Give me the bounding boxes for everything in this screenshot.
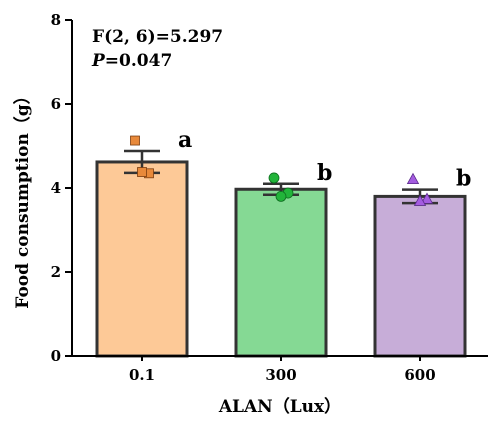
significance-letter-0.1: a <box>178 127 192 153</box>
y-tick-label-4: 4 <box>51 179 61 197</box>
data-point-600-2 <box>420 192 434 204</box>
data-point-0.1-3 <box>137 167 147 177</box>
y-tick-label-6: 6 <box>51 95 61 113</box>
x-tick-label-0.1: 0.1 <box>129 366 155 384</box>
y-ticks-layer: 0 2 4 6 8 <box>51 11 72 365</box>
y-tick-label-8: 8 <box>51 11 61 29</box>
p-value-letter: P <box>91 51 106 71</box>
data-point-0.1-1 <box>130 135 140 146</box>
significance-letter-300: b <box>317 160 332 186</box>
y-axis-title: Food consumption（g） <box>12 87 33 308</box>
points-layer <box>130 135 434 206</box>
y-tick-label-0: 0 <box>51 347 61 365</box>
bar-0.1 <box>95 160 189 358</box>
significance-letter-600: b <box>456 166 471 192</box>
f-statistic-label: F(2, 6)=5.297 <box>92 27 223 47</box>
data-point-300-1 <box>268 172 280 184</box>
x-tick-label-600: 600 <box>404 366 435 384</box>
bar-600 <box>373 194 467 358</box>
x-tick-label-300: 300 <box>265 366 296 384</box>
data-point-600-3 <box>413 194 427 206</box>
significance-letters-layer: a b b <box>178 127 471 192</box>
x-axis-title: ALAN（Lux） <box>218 396 341 417</box>
bar-300 <box>234 187 328 358</box>
y-tick-label-2: 2 <box>51 263 61 281</box>
p-value-number: =0.047 <box>105 51 172 71</box>
x-ticks-layer: 0.1 300 600 <box>129 356 436 384</box>
p-value-label: P=0.047 <box>91 51 172 71</box>
data-point-600-1 <box>406 172 420 185</box>
data-point-300-3 <box>275 190 287 202</box>
